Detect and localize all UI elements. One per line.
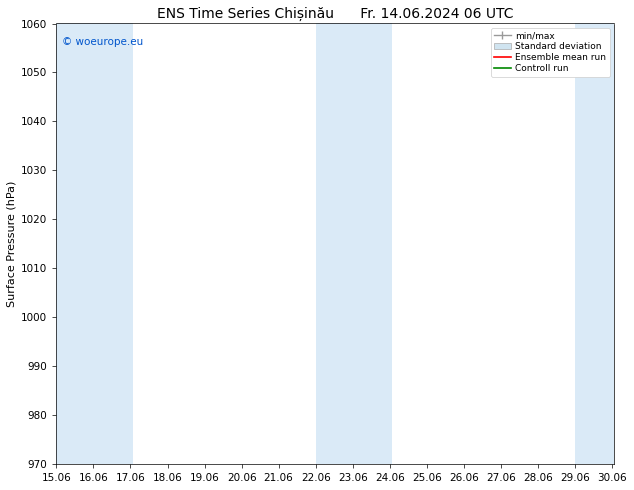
Bar bbox=[316, 24, 392, 464]
Text: © woeurope.eu: © woeurope.eu bbox=[62, 37, 143, 47]
Legend: min/max, Standard deviation, Ensemble mean run, Controll run: min/max, Standard deviation, Ensemble me… bbox=[491, 28, 610, 76]
Title: ENS Time Series Chișinău      Fr. 14.06.2024 06 UTC: ENS Time Series Chișinău Fr. 14.06.2024 … bbox=[157, 7, 514, 21]
Bar bbox=[575, 24, 614, 464]
Bar bbox=[56, 24, 133, 464]
Y-axis label: Surface Pressure (hPa): Surface Pressure (hPa) bbox=[7, 181, 17, 307]
